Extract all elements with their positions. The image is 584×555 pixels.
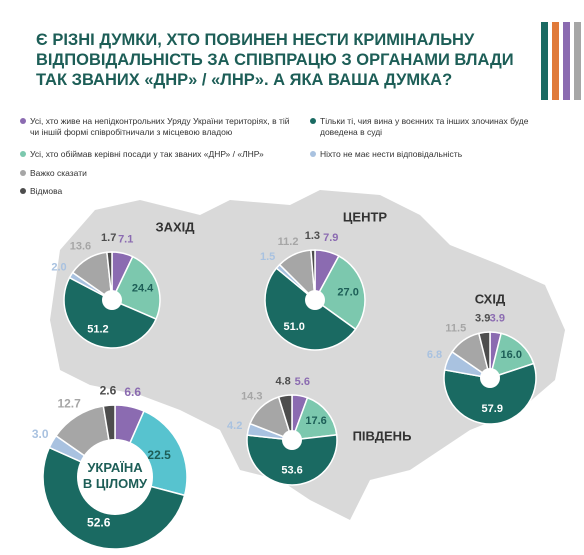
region-label: ПІВДЕНЬ — [353, 428, 412, 443]
slice — [477, 331, 491, 379]
stripe — [574, 22, 581, 100]
value-label: 2.0 — [51, 262, 66, 274]
slice — [106, 251, 113, 301]
legend-label: Відмова — [30, 186, 63, 196]
slice — [290, 396, 338, 441]
value-label: 1.3 — [305, 230, 320, 242]
legend-label: Ніхто не має нести відповідальність — [320, 149, 463, 159]
value-label: 13.6 — [70, 241, 91, 253]
legend-label: Важко сказати — [30, 168, 87, 178]
title-line: Є РІЗНІ ДУМКИ, ХТО ПОВИНЕН НЕСТИ КРИМІНА… — [36, 31, 475, 49]
legend-swatch — [310, 151, 316, 157]
hole — [282, 430, 302, 450]
slice — [63, 276, 158, 349]
value-label: 51.2 — [87, 323, 108, 335]
legend-swatch — [20, 188, 26, 194]
legend-swatch — [20, 151, 26, 157]
value-label: 1.7 — [101, 232, 116, 244]
stripes — [541, 22, 581, 100]
value-label: 4.2 — [227, 420, 242, 432]
stripe — [563, 22, 570, 100]
stripe — [541, 22, 548, 100]
legend-item: Усі, хто живе на непідконтрольних Уряду … — [20, 116, 300, 138]
value-label: 51.0 — [284, 321, 305, 333]
value-label: 2.6 — [100, 383, 117, 397]
value-label: 22.5 — [147, 448, 171, 462]
hole — [305, 290, 325, 310]
slice — [314, 255, 366, 331]
value-label: 7.9 — [323, 232, 338, 244]
hole — [102, 290, 122, 310]
region-label: УКРАЇНА В ЦІЛОМУ — [83, 460, 148, 491]
slice — [264, 267, 357, 351]
value-label: 17.6 — [305, 415, 326, 427]
region-label-line: УКРАЇНА — [87, 460, 143, 475]
legend-swatch — [310, 118, 316, 124]
hole — [77, 439, 153, 515]
map — [50, 190, 565, 520]
slice — [443, 362, 537, 425]
value-label: 6.6 — [124, 385, 141, 399]
region-label: СХІД — [475, 291, 506, 306]
value-label: 57.9 — [482, 403, 503, 415]
hole — [480, 368, 500, 388]
stripe — [552, 22, 559, 100]
value-label: 12.7 — [57, 396, 81, 410]
title-line: ВІДПОВІДАЛЬНІСТЬ ЗА СПІВПРАЦЮ З ОРГАНАМИ… — [36, 51, 514, 69]
region-label: ЗАХІД — [155, 219, 195, 234]
legend-swatch — [20, 170, 26, 176]
value-label: 14.3 — [241, 391, 262, 403]
value-label: 3.0 — [32, 427, 49, 441]
legend-label: Тільки ті, чия вина у воєнних та інших з… — [320, 116, 529, 137]
value-label: 53.6 — [281, 465, 302, 477]
legend-item: Важко сказати — [20, 168, 300, 179]
value-label: 24.4 — [132, 282, 154, 294]
legend-item: Ніхто не має нести відповідальність — [310, 149, 550, 160]
legend-item: Тільки ті, чия вина у воєнних та інших з… — [310, 116, 550, 138]
value-label: 6.8 — [427, 349, 442, 361]
legend-label: Усі, хто обіймав керівні посади у так зв… — [30, 149, 264, 159]
slice — [277, 394, 293, 441]
value-label: 11.5 — [445, 323, 466, 335]
value-label: 5.6 — [295, 376, 310, 388]
value-label: 27.0 — [337, 286, 358, 298]
slice — [310, 249, 316, 301]
value-label: 7.1 — [118, 233, 133, 245]
legend-item: Відмова — [20, 186, 300, 197]
value-label: 1.5 — [260, 251, 275, 263]
slice — [246, 434, 338, 486]
value-label: 3.9 — [475, 312, 490, 324]
title-line: ТАК ЗВАНИХ «ДНР» / «ЛНР». А ЯКА ВАША ДУМ… — [36, 71, 453, 89]
slice — [110, 255, 161, 321]
value-label: 3.9 — [490, 312, 505, 324]
legend-label: Усі, хто живе на непідконтрольних Уряду … — [30, 116, 290, 137]
value-label: 11.2 — [278, 236, 299, 248]
value-label: 16.0 — [501, 349, 522, 361]
value-label: 4.8 — [275, 376, 290, 388]
value-label: 52.6 — [87, 515, 111, 529]
region-label-line: В ЦІЛОМУ — [83, 476, 148, 491]
title: Є РІЗНІ ДУМКИ, ХТО ПОВИНЕН НЕСТИ КРИМІНА… — [36, 30, 536, 90]
legend-swatch — [20, 118, 26, 124]
legend-item: Усі, хто обіймав керівні посади у так зв… — [20, 149, 300, 160]
region-label: ЦЕНТР — [343, 209, 387, 224]
